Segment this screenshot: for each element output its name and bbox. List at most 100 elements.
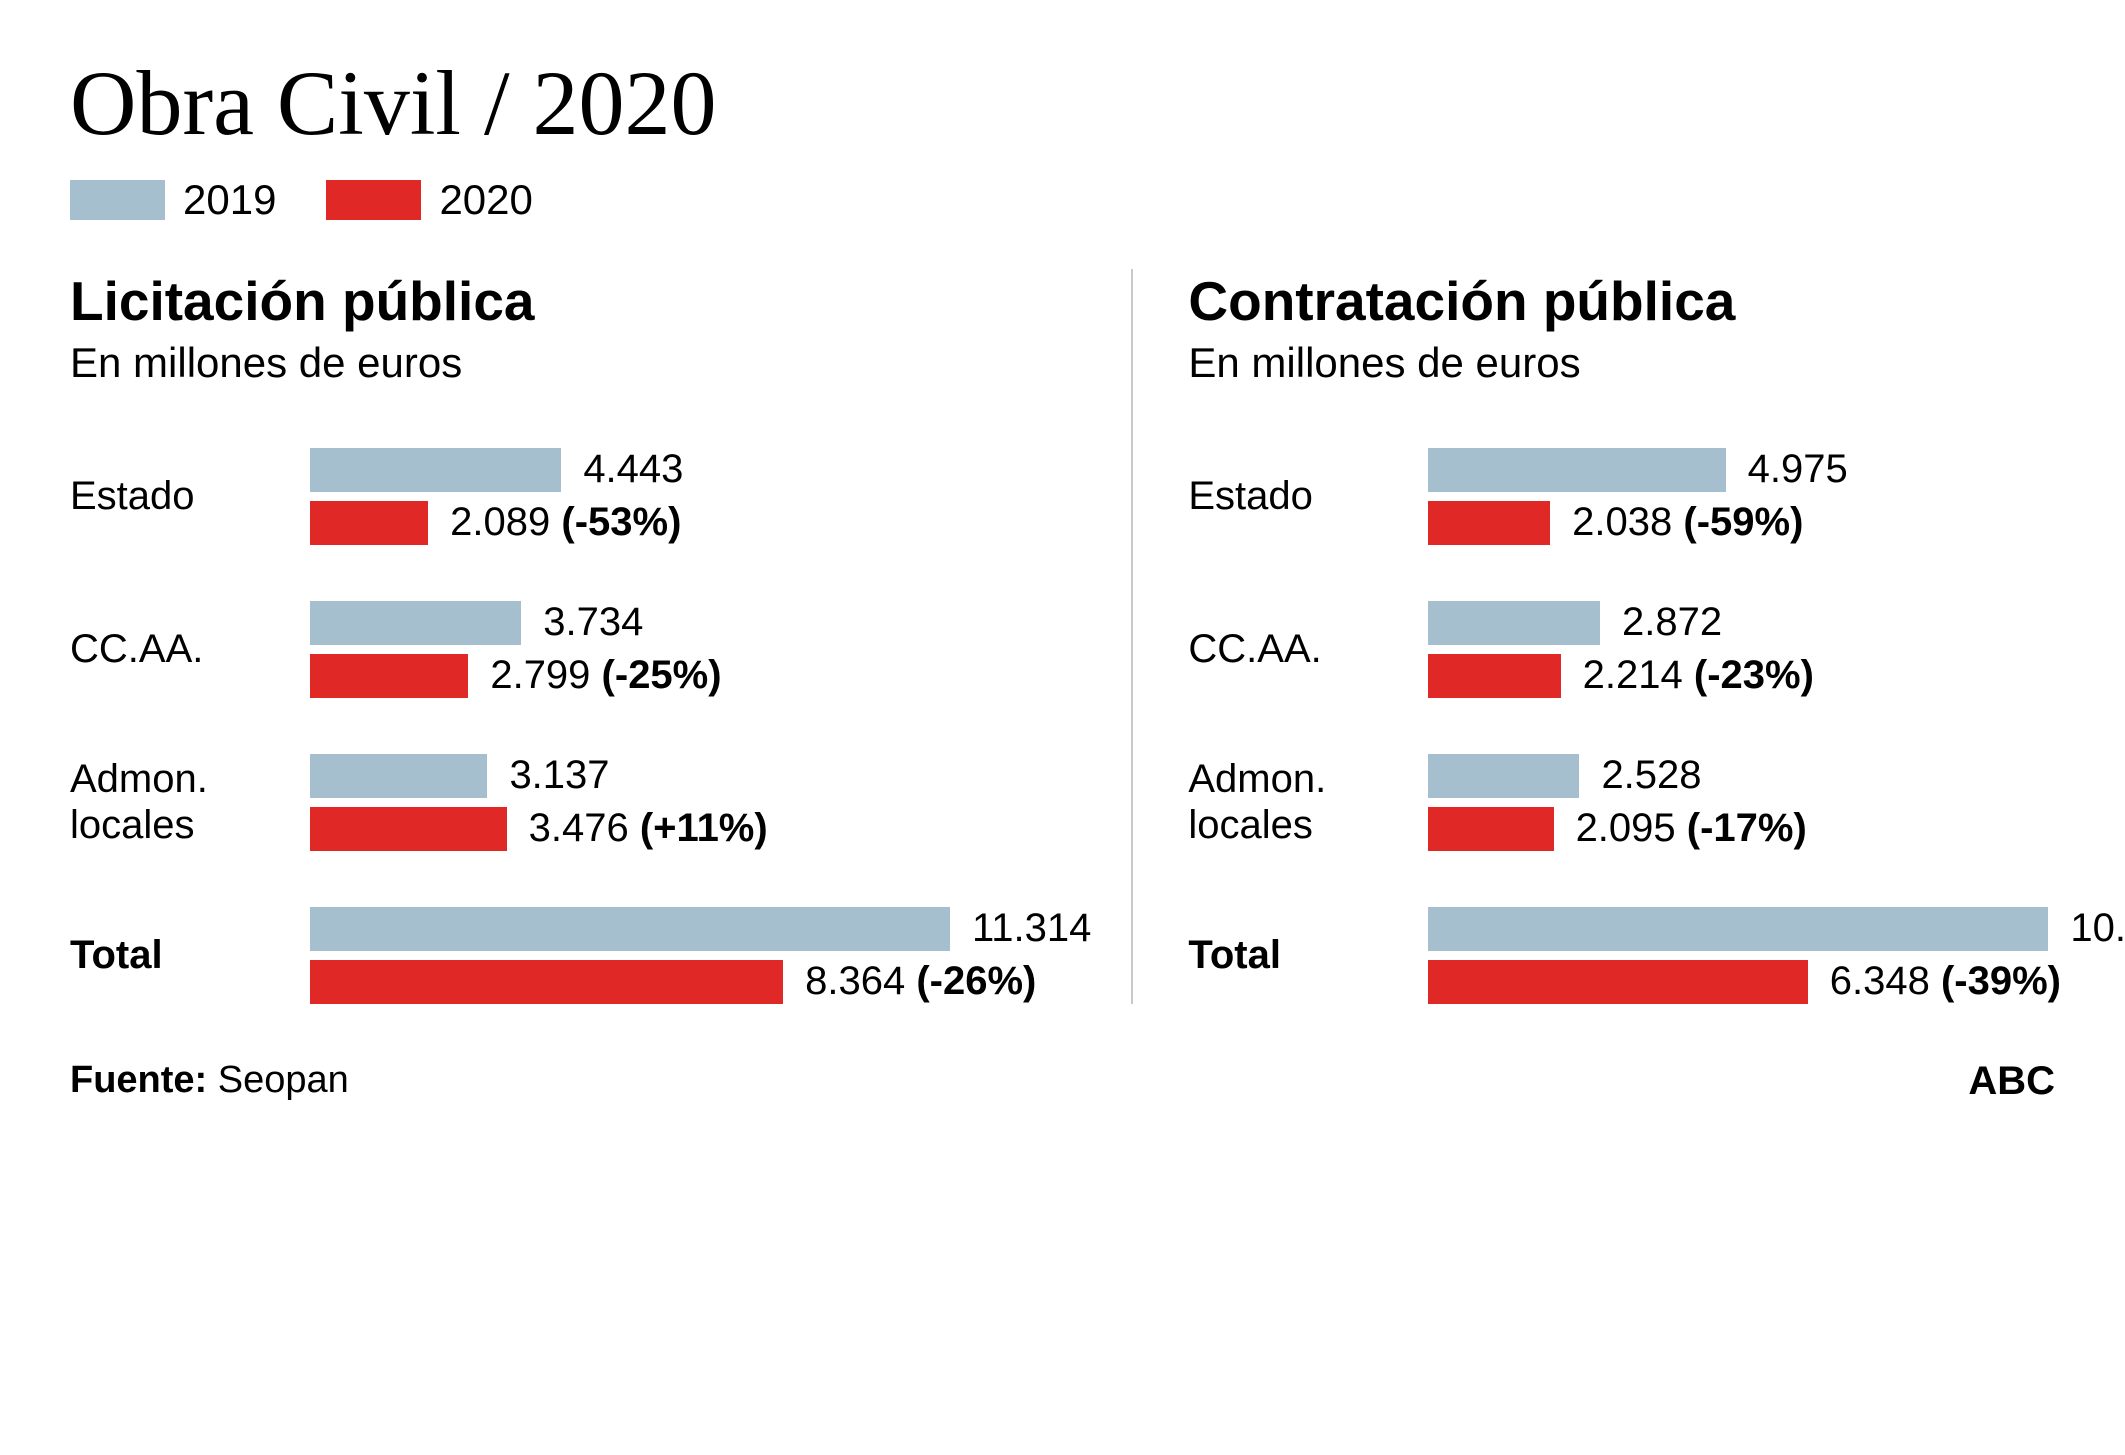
panel-rows: Estado 4.975 2.038 (-59%) CC.AA. 2.872 2.214 … [1188,447,2125,1004]
footer-source: Fuente: Seopan [70,1059,349,1104]
chart-row: Admon.locales 2.528 2.095 (-17%) [1188,753,2125,851]
bar-line-2020: 2.089 (-53%) [310,500,1091,545]
bar-line-2020: 2.799 (-25%) [310,653,1091,698]
bar-2020 [310,654,468,698]
row-label: Estado [70,473,290,519]
pct-change: (-59%) [1683,500,1803,544]
pct-change: (-23%) [1694,653,1814,697]
value-2019: 4.975 [1748,447,1848,492]
legend-label-2019: 2019 [183,176,276,224]
bar-2019 [310,601,521,645]
bar-line-2019: 2.872 [1428,600,2125,645]
legend-swatch-2020 [326,180,421,220]
bar-2019 [1428,601,1600,645]
bars-group: 4.975 2.038 (-59%) [1428,447,2125,545]
row-label: Total [1188,932,1408,978]
value-2019: 3.137 [509,753,609,798]
source-label: Fuente: [70,1059,207,1101]
legend-swatch-2019 [70,180,165,220]
value-2019: 10.375 [2070,906,2125,951]
value-2019: 3.734 [543,600,643,645]
panel-subtitle: En millones de euros [70,339,1091,387]
chart-row: Total 10.3756.348 (-39%) [1188,906,2125,1004]
legend-label-2020: 2020 [439,176,532,224]
footer-brand: ABC [1968,1059,2055,1104]
bar-line-2020: 2.038 (-59%) [1428,500,2125,545]
value-2020: 3.476 (+11%) [529,806,768,851]
pct-change: (-53%) [561,500,681,544]
panel-title: Contratación pública [1188,269,2125,333]
chart-row: CC.AA. 2.872 2.214 (-23%) [1188,600,2125,698]
value-2020: 2.095 (-17%) [1576,806,1807,851]
bar-2020 [1428,807,1553,851]
bar-line-2020: 2.095 (-17%) [1428,806,2125,851]
bar-line-2019: 4.443 [310,447,1091,492]
value-2020: 6.348 (-39%) [1830,959,2061,1004]
bar-line-2019: 11.314 [310,906,1091,951]
bars-group: 2.872 2.214 (-23%) [1428,600,2125,698]
bar-2019 [310,754,487,798]
panels: Licitación pública En millones de euros … [70,269,2055,1004]
bars-group: 11.314 8.364 (-26%) [310,906,1091,1004]
legend: 2019 2020 [70,176,2055,224]
row-label: Admon.locales [1188,756,1408,848]
pct-change: (-17%) [1687,806,1807,850]
bars-group: 3.734 2.799 (-25%) [310,600,1091,698]
value-2020: 2.799 (-25%) [490,653,721,698]
bar-line-2019: 2.528 [1428,753,2125,798]
bar-2019 [1428,754,1579,798]
bars-group: 4.443 2.089 (-53%) [310,447,1091,545]
bar-line-2019: 4.975 [1428,447,2125,492]
row-label: Admon.locales [70,756,290,848]
row-label: Estado [1188,473,1408,519]
panel-licitacion: Licitación pública En millones de euros … [70,269,1131,1004]
footer: Fuente: Seopan ABC [70,1059,2055,1104]
pct-change: (+11%) [640,806,768,850]
bar-line-2019: 3.137 [310,753,1091,798]
row-label: Total [70,932,290,978]
bars-group: 3.137 3.476 (+11%) [310,753,1091,851]
legend-item-2020: 2020 [326,176,532,224]
row-label: CC.AA. [1188,626,1408,672]
panel-contratacion: Contratación pública En millones de euro… [1131,269,2125,1004]
chart-row: Total 11.314 8.364 (-26%) [70,906,1091,1004]
bars-group: 10.3756.348 (-39%) [1428,906,2125,1004]
panel-title: Licitación pública [70,269,1091,333]
source-value: Seopan [218,1059,349,1101]
bar-2020 [310,501,428,545]
bar-line-2019: 10.375 [1428,906,2125,951]
panel-subtitle: En millones de euros [1188,339,2125,387]
value-2019: 2.872 [1622,600,1722,645]
bar-line-2020: 3.476 (+11%) [310,806,1091,851]
bar-2019 [310,448,561,492]
bars-group: 2.528 2.095 (-17%) [1428,753,2125,851]
value-2020: 8.364 (-26%) [805,959,1036,1004]
bar-line-2020: 6.348 (-39%) [1428,959,2125,1004]
bar-2020 [1428,501,1550,545]
pct-change: (-26%) [916,959,1036,1003]
value-2019: 11.314 [972,906,1091,951]
value-2019: 4.443 [583,447,683,492]
pct-change: (-25%) [602,653,722,697]
page-title: Obra Civil / 2020 [70,50,2055,156]
legend-item-2019: 2019 [70,176,276,224]
chart-row: Admon.locales 3.137 3.476 (+11%) [70,753,1091,851]
pct-change: (-39%) [1941,959,2061,1003]
panel-rows: Estado 4.443 2.089 (-53%) CC.AA. 3.734 2.799 … [70,447,1091,1004]
bar-2019 [1428,907,2048,951]
bar-2019 [310,907,950,951]
row-label: CC.AA. [70,626,290,672]
bar-2020 [1428,960,1807,1004]
value-2020: 2.214 (-23%) [1583,653,1814,698]
chart-row: Estado 4.975 2.038 (-59%) [1188,447,2125,545]
value-2020: 2.038 (-59%) [1572,500,1803,545]
bar-2020 [310,960,783,1004]
chart-row: Estado 4.443 2.089 (-53%) [70,447,1091,545]
bar-line-2020: 8.364 (-26%) [310,959,1091,1004]
bar-2020 [310,807,507,851]
bar-line-2020: 2.214 (-23%) [1428,653,2125,698]
value-2019: 2.528 [1601,753,1701,798]
bar-line-2019: 3.734 [310,600,1091,645]
bar-2020 [1428,654,1560,698]
bar-2019 [1428,448,1725,492]
